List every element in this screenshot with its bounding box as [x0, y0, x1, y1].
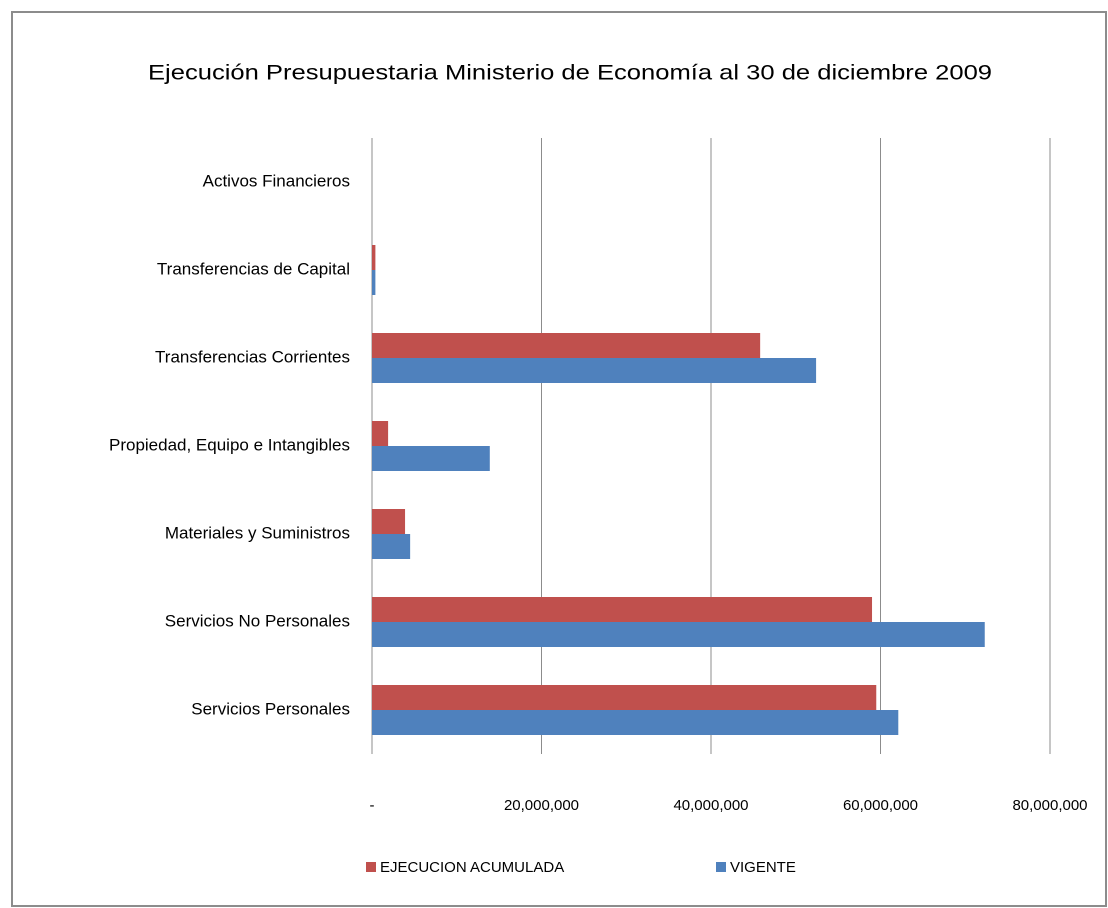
x-tick-label: -	[370, 797, 375, 814]
bar	[372, 421, 389, 446]
chart-frame	[11, 11, 1107, 907]
x-tick-label: 60,000,000	[843, 797, 918, 814]
x-tick-label: 80,000,000	[1012, 797, 1087, 814]
x-tick-label: 20,000,000	[504, 797, 579, 814]
bar	[372, 333, 761, 358]
category-label: Materiales y Suministros	[165, 523, 350, 542]
bar	[372, 446, 490, 471]
bar	[372, 685, 877, 710]
bar	[372, 534, 411, 559]
bar	[372, 509, 406, 534]
category-label: Activos Financieros	[203, 171, 350, 190]
category-label: Transferencias Corrientes	[155, 347, 350, 366]
category-label: Servicios No Personales	[165, 611, 350, 630]
legend-label: VIGENTE	[730, 859, 796, 876]
category-label: Servicios Personales	[191, 699, 350, 718]
chart-title: Ejecución Presupuestaria Ministerio de E…	[148, 62, 992, 85]
x-tick-label: 40,000,000	[673, 797, 748, 814]
legend-label: EJECUCION ACUMULADA	[380, 859, 564, 876]
legend-swatch	[716, 862, 726, 872]
category-label: Propiedad, Equipo e Intangibles	[109, 435, 350, 454]
bar	[372, 597, 873, 622]
bar	[372, 710, 899, 735]
category-label: Transferencias de Capital	[157, 259, 350, 278]
bar	[372, 358, 817, 383]
bar	[372, 622, 985, 647]
legend-swatch	[366, 862, 376, 872]
bar	[372, 245, 376, 270]
bar	[372, 270, 376, 295]
